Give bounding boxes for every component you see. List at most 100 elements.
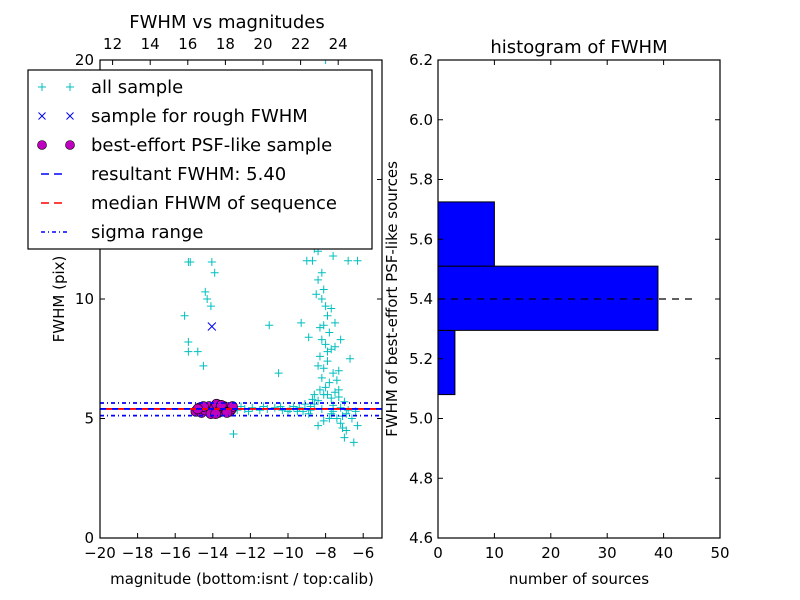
legend-label: all sample: [91, 77, 183, 98]
all-sample-point: [323, 357, 332, 366]
y-tick-label: 5.2: [409, 350, 433, 368]
top-x-tick-label: 16: [178, 35, 197, 53]
all-sample-point: [331, 342, 339, 351]
all-sample-point: [317, 268, 326, 277]
all-sample-point: [332, 376, 341, 385]
all-sample-point: [344, 256, 353, 265]
all-sample-point: [274, 369, 283, 378]
all-sample-point: [321, 302, 330, 311]
y-tick-label: 4.6: [409, 529, 433, 547]
histogram-title: histogram of FWHM: [490, 37, 667, 58]
x-tick-label: −18: [122, 544, 154, 562]
top-x-tick-label: 20: [253, 35, 272, 53]
histogram-ticks: 0 10 20 30 40 50 4.6 4.8 5.0 5.2 5.4 5.6 5.8 6.0 6.2: [409, 51, 729, 562]
x-tick-label: 10: [485, 544, 504, 562]
all-sample-point: [353, 421, 362, 430]
scatter-plot: FWHM vs magnitudes −20 −18 −16 −14 −12 −10 −8−…: [27, 12, 383, 588]
all-sample-point: [323, 390, 332, 399]
scatter-title: FWHM vs magnitudes: [129, 12, 324, 33]
legend-entry: all sample: [38, 77, 183, 98]
all-sample-point: [184, 338, 193, 347]
all-sample-point: [336, 419, 345, 428]
all-sample-point: [336, 403, 345, 412]
plus-icon: [66, 83, 74, 91]
y-tick-label: 4.8: [409, 469, 433, 487]
all-sample-point: [186, 257, 195, 266]
histogram-xlabel: number of sources: [509, 570, 649, 588]
all-sample-point: [310, 390, 319, 399]
x-tick-label: −8: [315, 544, 337, 562]
y-tick-label: 6.0: [409, 111, 433, 129]
all-sample-point: [295, 403, 304, 412]
all-sample-point: [340, 397, 349, 406]
all-sample-point: [314, 361, 323, 370]
all-sample-point: [304, 333, 313, 342]
all-sample-point: [317, 373, 326, 382]
all-sample-point: [342, 426, 351, 435]
histogram-bar: [437, 201, 495, 267]
all-sample-point: [340, 433, 349, 442]
legend-entry: median FHWM of sequence: [41, 193, 337, 214]
legend-label: sigma range: [91, 222, 203, 243]
all-sample-point: [329, 369, 338, 378]
all-sample-point: [199, 361, 208, 370]
top-x-tick-label: 18: [216, 35, 235, 53]
all-sample-point: [300, 400, 309, 409]
all-sample-point: [331, 318, 339, 327]
all-sample-point: [306, 406, 315, 415]
all-sample-point: [207, 257, 216, 266]
y-tick-label: 5.8: [409, 171, 433, 189]
rough-sample-point: [207, 322, 217, 331]
x-tick-label: −16: [159, 544, 191, 562]
scatter-ylabel: FWHM (pix): [50, 256, 68, 343]
y-tick-label: 0: [84, 529, 94, 547]
x-tick-label: 30: [598, 544, 617, 562]
all-sample-point: [321, 340, 330, 349]
histogram-marks: [437, 201, 698, 396]
y-tick-label: 20: [75, 51, 94, 69]
all-sample-point: [314, 275, 323, 284]
top-x-tick-label: 22: [291, 35, 310, 53]
all-sample-point: [327, 304, 336, 313]
all-sample-point: [334, 385, 343, 394]
all-sample-point: [308, 256, 317, 265]
x-icon: [66, 112, 74, 120]
y-tick-label: 10: [75, 290, 94, 308]
all-sample-point: [297, 318, 306, 327]
all-sample-point: [304, 409, 313, 418]
x-icon: [38, 112, 46, 120]
all-sample-point: [321, 60, 330, 64]
all-sample-point: [312, 290, 321, 299]
legend-entry: best-effort PSF-like sample: [37, 135, 332, 156]
histogram-bar: [437, 265, 659, 331]
all-sample-point: [332, 414, 341, 423]
all-sample-point: [315, 323, 324, 332]
all-sample-point: [203, 295, 212, 303]
all-sample-point: [270, 403, 279, 412]
all-sample-point: [315, 385, 324, 394]
legend-entry: sigma range: [41, 222, 203, 243]
legend-box: [27, 69, 373, 250]
all-sample-point: [184, 347, 193, 356]
y-tick-label: 5.6: [409, 230, 433, 248]
all-sample-point: [323, 311, 332, 320]
all-sample-point: [334, 392, 343, 401]
histogram-ylabel: FWHM of best-effort PSF-like sources: [383, 161, 401, 437]
legend-label: sample for rough FWHM: [91, 106, 308, 127]
all-sample-point: [319, 364, 328, 373]
plus-icon: [38, 83, 46, 91]
top-x-tick-label: 12: [103, 35, 122, 53]
all-sample-point: [210, 268, 219, 277]
scatter-xlabel: magnitude (bottom:isnt / top:calib): [110, 570, 374, 588]
all-sample-point: [278, 406, 287, 415]
all-sample-point: [229, 430, 238, 439]
x-tick-label: 0: [433, 544, 443, 562]
all-sample-point: [346, 354, 355, 363]
top-x-tick-label: 24: [329, 35, 348, 53]
all-sample-point: [321, 383, 330, 392]
all-sample-point: [336, 335, 345, 344]
all-sample-point: [329, 251, 338, 260]
all-sample-point: [327, 394, 336, 403]
x-tick-label: −6: [352, 544, 374, 562]
circle-icon: [65, 140, 75, 150]
